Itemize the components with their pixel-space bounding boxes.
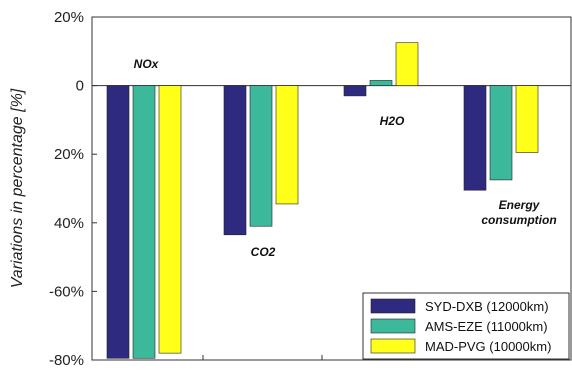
bar-1-0 — [132, 85, 156, 359]
annotation-3-1: consumption — [481, 213, 556, 227]
annotation-0-0: NOx — [134, 57, 160, 71]
bar-2-2 — [395, 42, 419, 86]
y-tick-label: 0 — [76, 78, 84, 95]
legend: SYD-DXB (12000km) AMS-EZE (11000km) MAD-PV… — [362, 292, 570, 360]
legend-swatch-2 — [370, 338, 416, 354]
y-tick-label: 20% — [54, 9, 84, 26]
bar-0-2 — [343, 85, 367, 97]
legend-swatch-1 — [370, 318, 416, 334]
bar-2-3 — [515, 85, 539, 153]
bar-0-0 — [106, 85, 130, 359]
annotation-3-0: Energy — [499, 198, 541, 212]
bar-2-0 — [158, 85, 182, 354]
plot-frame — [91, 16, 572, 361]
y-axis-title: Variations in percentage [%] — [9, 88, 26, 288]
legend-label-1: AMS-EZE (11000km) — [425, 319, 548, 334]
y-tick-label: -80% — [49, 352, 84, 369]
bar-0-3 — [463, 85, 487, 191]
bar-1-3 — [489, 85, 513, 181]
bars — [106, 42, 539, 359]
bar-2-1 — [275, 85, 299, 205]
annotation-2-0: H2O — [380, 114, 405, 128]
bar-1-1 — [249, 85, 273, 227]
legend-label-0: SYD-DXB (12000km) — [425, 299, 549, 314]
y-tick-label: -60% — [49, 283, 84, 300]
annotation-1-0: CO2 — [251, 245, 276, 259]
bar-0-1 — [223, 85, 247, 236]
legend-swatch-0 — [370, 298, 416, 314]
y-tick-label: 20% — [54, 146, 84, 163]
legend-label-2: MAD-PVG (10000km) — [425, 339, 551, 354]
bar-1-2 — [369, 80, 393, 86]
y-tick-label: 40% — [54, 215, 84, 232]
